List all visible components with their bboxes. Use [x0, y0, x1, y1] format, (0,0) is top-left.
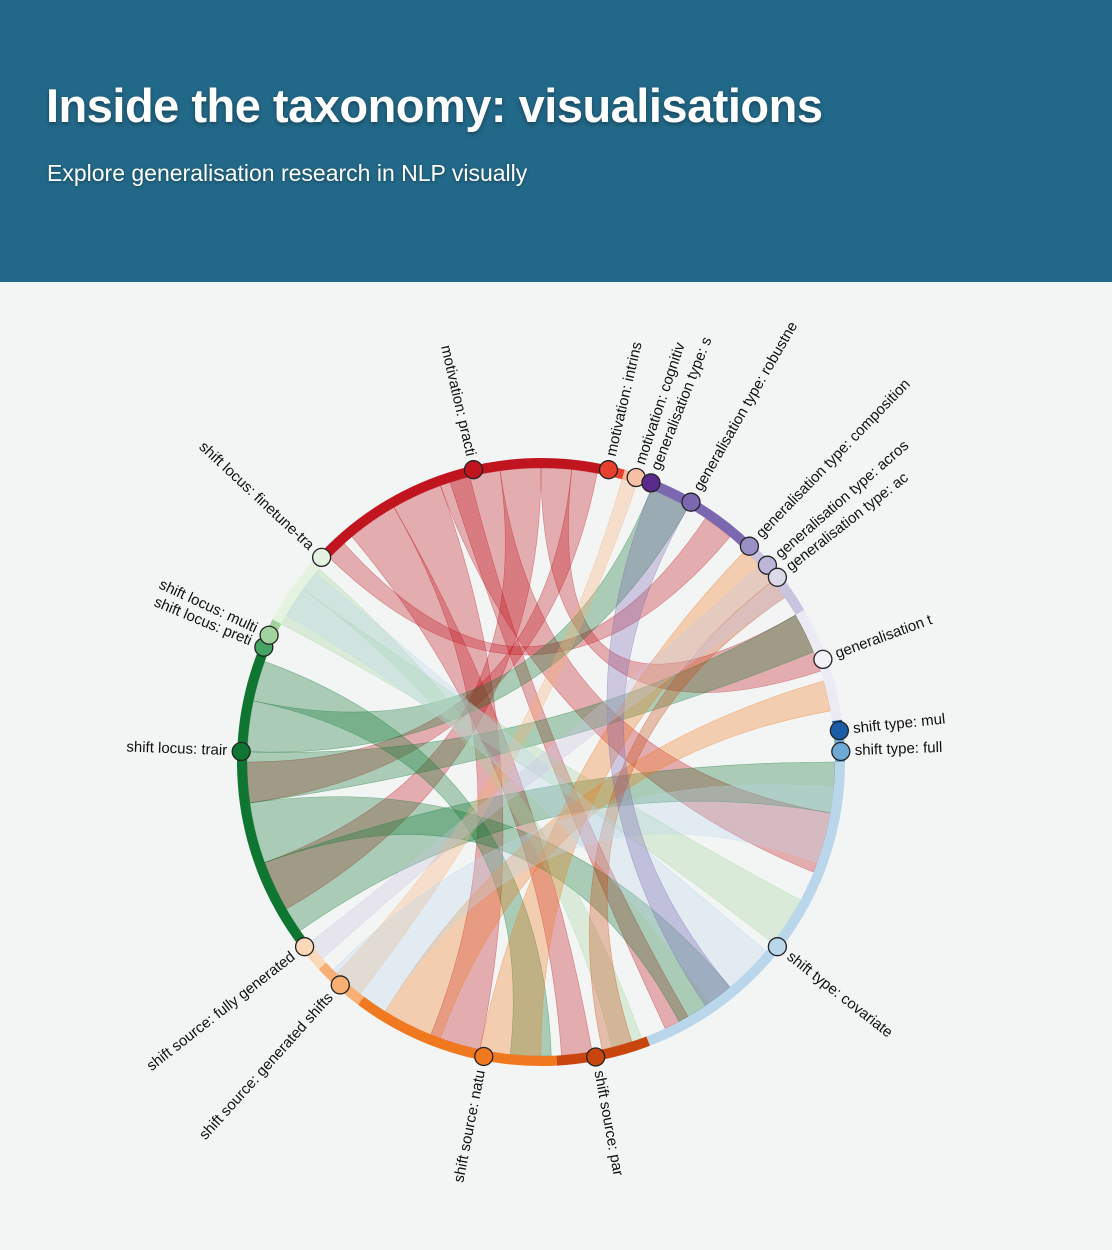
group-arc[interactable] [641, 476, 753, 551]
node-ss-gen-dot[interactable] [330, 975, 350, 995]
node-gt-robust-dot[interactable] [681, 492, 701, 512]
group-arc[interactable] [358, 996, 557, 1066]
group-arc[interactable] [272, 558, 323, 624]
node-gt-s-dot[interactable] [641, 473, 661, 493]
node-sl-fine-dot[interactable] [311, 547, 332, 568]
node-ss-par-label: shift source: par [590, 1069, 626, 1177]
chord-diagram[interactable]: motivation: practi motivation: intrinsmot… [0, 282, 1112, 1250]
page-subtitle: Explore generalisation research in NLP v… [47, 160, 528, 186]
node-gt-comp-dot[interactable] [739, 536, 760, 556]
page-title: Inside the taxonomy: visualisations [46, 79, 823, 132]
node-practical-dot[interactable] [463, 460, 484, 480]
chord-diagram-section: motivation: practi motivation: intrins mot… [0, 282, 1112, 1250]
node-st-full-label: shift type: full [854, 739, 942, 759]
chord-ribbon[interactable] [264, 761, 836, 932]
group-arc[interactable] [315, 458, 605, 566]
node-ss-par-dot[interactable] [586, 1047, 606, 1067]
chord-ribbon[interactable] [264, 467, 542, 910]
chord-ribbon[interactable] [384, 680, 831, 1039]
chord-ribbon[interactable] [246, 614, 814, 804]
ribbon-layer [246, 467, 836, 1057]
node-gt-t-label: generalisation t [833, 611, 935, 662]
page-header: Inside the taxonomy: visualisations Expl… [0, 0, 1112, 282]
node-ss-nat-label: shift source: natu [450, 1069, 488, 1184]
node-ss-nat-dot[interactable] [474, 1046, 494, 1067]
node-st-mul-label: shift type: mul [852, 711, 946, 738]
node-gt-t-dot[interactable] [813, 649, 833, 670]
chord-ribbon[interactable] [285, 572, 767, 1004]
node-sl-fine-label: shift locus: finetune-tra [196, 438, 318, 554]
node-st-cov-label: shift type: covariate [784, 948, 896, 1041]
node-sl-train-dot[interactable] [231, 741, 251, 762]
node-st-cov-dot[interactable] [767, 937, 788, 957]
node-practical-label: motivation: practi [437, 344, 479, 458]
chord-ribbon[interactable] [540, 467, 821, 693]
node-gt-ac-dot[interactable] [767, 567, 788, 587]
node-intrinsic-dot[interactable] [598, 460, 619, 480]
node-st-full-dot[interactable] [831, 741, 851, 762]
chord-ribbon[interactable] [449, 476, 689, 1029]
group-arc[interactable] [237, 653, 307, 945]
node-sl-multi-dot[interactable] [259, 625, 279, 645]
node-sl-train-label: shift locus: trair [126, 738, 227, 759]
group-arc[interactable] [646, 762, 845, 1046]
node-ss-fully-dot[interactable] [294, 937, 315, 957]
chord-ribbon[interactable] [332, 784, 835, 1012]
node-st-mul-dot[interactable] [829, 720, 850, 741]
